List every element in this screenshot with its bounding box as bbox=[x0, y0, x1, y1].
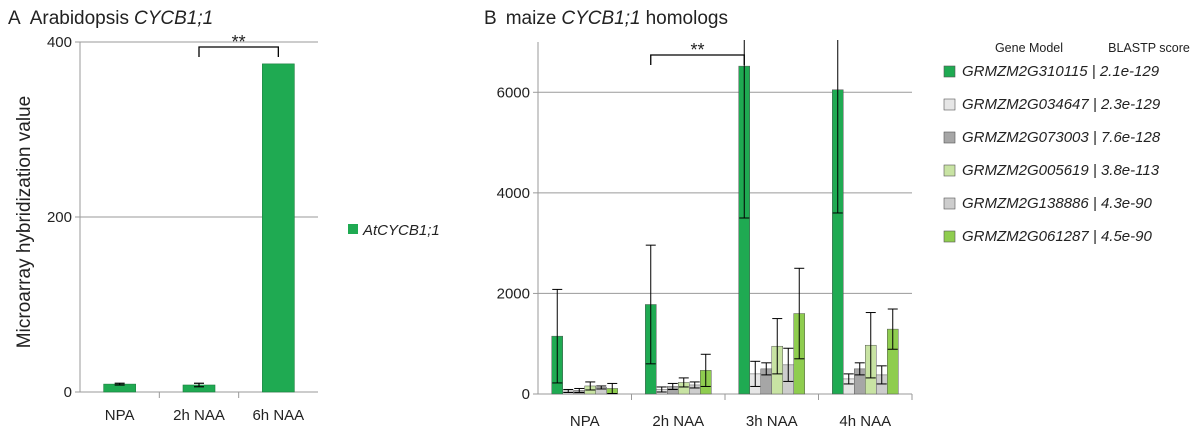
legend-b-score: 4.5e-90 bbox=[1101, 228, 1153, 245]
legend-b-swatch bbox=[943, 98, 956, 111]
legend-b-gene-model: GRMZM2G138886 bbox=[962, 195, 1089, 212]
legend-b-swatch bbox=[943, 131, 956, 144]
panel-a-ytick-label: 200 bbox=[47, 209, 72, 226]
legend-header-blastp: BLASTP score bbox=[1108, 41, 1190, 55]
panel-a-significance-bracket bbox=[198, 46, 279, 57]
panel-b-ytick-label: 6000 bbox=[497, 84, 530, 101]
legend-b-label: GRMZM2G073003 | 7.6e-128 bbox=[962, 129, 1161, 146]
panel-a-title-prefix: Arabidopsis bbox=[30, 8, 129, 29]
panel-a-ytick-label: 400 bbox=[47, 34, 72, 51]
panel-a-chart: 0 200 400 NPA 2h NAA 6h NAA ** bbox=[47, 32, 318, 424]
panel-b-xtick-label: 3h NAA bbox=[746, 413, 798, 430]
legend-a-label: AtCYCB1;1 bbox=[362, 222, 440, 239]
legend-b-swatch bbox=[943, 65, 956, 78]
legend-b-label: GRMZM2G034647 | 2.3e-129 bbox=[962, 96, 1161, 113]
panel-a-ytick-label: 0 bbox=[64, 384, 72, 401]
panel-a-xtick-label: 6h NAA bbox=[252, 407, 304, 424]
panel-a-title: A Arabidopsis CYCB1;1 bbox=[8, 8, 213, 29]
legend-b-gene-model: GRMZM2G005619 bbox=[962, 162, 1089, 179]
legend-a-swatch bbox=[348, 224, 358, 234]
panel-b-xtick-label: 4h NAA bbox=[839, 413, 891, 430]
legend-b-separator: | bbox=[1089, 96, 1101, 113]
legend-header-gene-model: Gene Model bbox=[995, 41, 1063, 55]
panel-b-legend: Gene Model BLASTP score GRMZM2G310115 | … bbox=[943, 41, 1190, 245]
panel-a-xtick-label: 2h NAA bbox=[173, 407, 225, 424]
panel-a-xtick-label: NPA bbox=[105, 407, 135, 424]
legend-b-score: 4.3e-90 bbox=[1101, 195, 1153, 212]
panel-a-bar bbox=[262, 63, 295, 393]
legend-b-score: 2.1e-129 bbox=[1099, 63, 1160, 80]
legend-b-label: GRMZM2G061287 | 4.5e-90 bbox=[962, 228, 1152, 245]
panel-a-significance-label: ** bbox=[232, 32, 246, 52]
panel-b-xtick-label: NPA bbox=[570, 413, 600, 430]
legend-b-label: GRMZM2G138886 | 4.3e-90 bbox=[962, 195, 1152, 212]
panel-b-significance-label: ** bbox=[690, 40, 704, 60]
legend-b-gene-model: GRMZM2G073003 bbox=[962, 129, 1089, 146]
legend-b-separator: | bbox=[1088, 63, 1100, 80]
panel-b-letter: B bbox=[484, 8, 497, 29]
panel-a-ylabel: Microarray hybridization value bbox=[14, 96, 35, 348]
legend-b-swatch bbox=[943, 164, 956, 177]
panel-b-xtick-label: 2h NAA bbox=[652, 413, 704, 430]
panel-b-chart: 0 2000 4000 6000 NPA 2h NAA 3h NAA 4h NAA ** bbox=[497, 40, 913, 430]
legend-b-separator: | bbox=[1089, 129, 1101, 146]
panel-b-title-gene: CYCB1;1 bbox=[561, 8, 640, 29]
panel-b-ytick-label: 2000 bbox=[497, 285, 530, 302]
legend-b-label: GRMZM2G005619 | 3.8e-113 bbox=[962, 162, 1160, 179]
legend-b-score: 7.6e-128 bbox=[1101, 129, 1161, 146]
legend-b-separator: | bbox=[1089, 228, 1101, 245]
legend-b-label: GRMZM2G310115 | 2.1e-129 bbox=[962, 63, 1160, 80]
legend-b-score: 3.8e-113 bbox=[1101, 162, 1160, 179]
legend-b-gene-model: GRMZM2G061287 bbox=[962, 228, 1089, 245]
panel-a-letter: A bbox=[8, 8, 21, 29]
legend-b-gene-model: GRMZM2G034647 bbox=[962, 96, 1089, 113]
panel-a-title-gene: CYCB1;1 bbox=[134, 8, 213, 29]
legend-b-swatch bbox=[943, 197, 956, 210]
legend-b-gene-model: GRMZM2G310115 bbox=[962, 63, 1088, 80]
legend-b-score: 2.3e-129 bbox=[1100, 96, 1161, 113]
panel-a-legend: AtCYCB1;1 bbox=[348, 222, 440, 239]
panel-b-title-suffix: homologs bbox=[646, 8, 728, 29]
panel-b-ytick-label: 4000 bbox=[497, 185, 530, 202]
panel-b-significance-bracket bbox=[650, 54, 745, 65]
legend-b-swatch bbox=[943, 230, 956, 243]
panel-b-title-prefix: maize bbox=[506, 8, 557, 29]
legend-b-separator: | bbox=[1089, 162, 1101, 179]
legend-b-separator: | bbox=[1089, 195, 1101, 212]
panel-b-ytick-label: 0 bbox=[522, 386, 530, 403]
